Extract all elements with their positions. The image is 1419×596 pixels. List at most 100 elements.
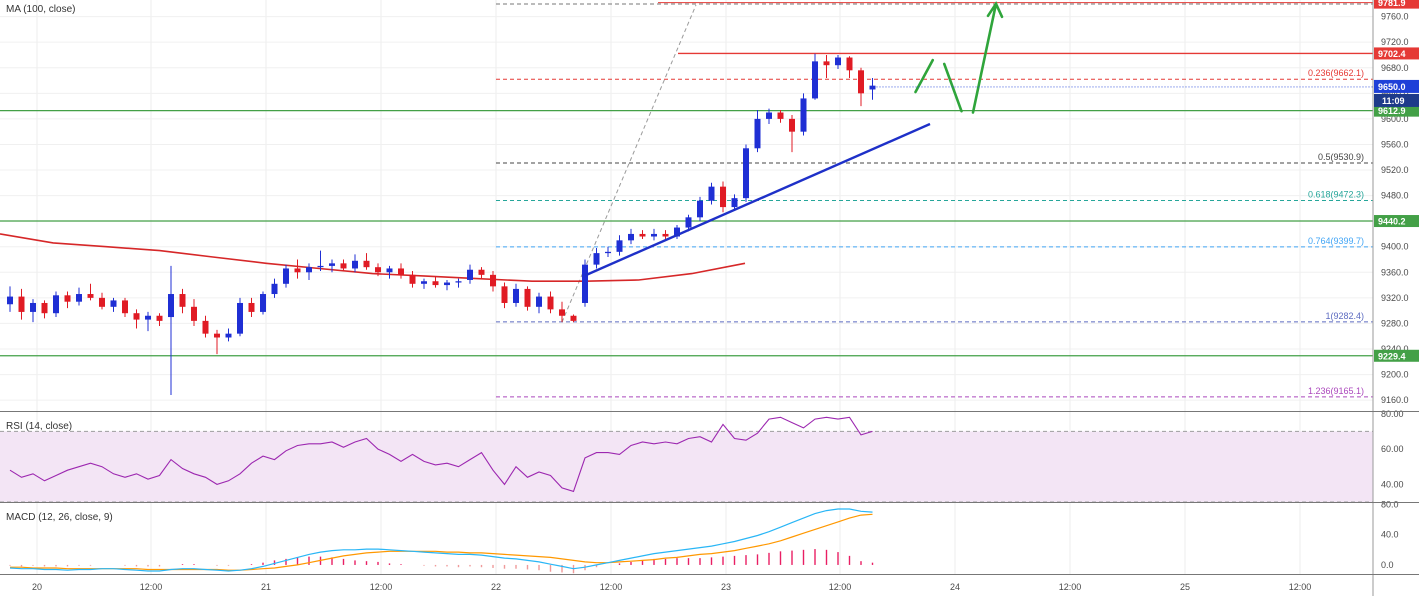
- candle[interactable]: [547, 291, 554, 314]
- candle[interactable]: [478, 267, 485, 279]
- candle-body: [662, 233, 669, 237]
- candle[interactable]: [191, 299, 197, 326]
- candle[interactable]: [386, 265, 393, 279]
- ma100-line[interactable]: [0, 233, 746, 282]
- candle[interactable]: [869, 77, 876, 100]
- candle[interactable]: [582, 259, 588, 307]
- rsi-line[interactable]: [9, 416, 873, 493]
- candle[interactable]: [271, 278, 278, 298]
- price-tick-label: 9760.0: [1381, 12, 1409, 22]
- candle[interactable]: [202, 315, 209, 338]
- candle[interactable]: [421, 278, 427, 289]
- candle[interactable]: [225, 328, 232, 342]
- candle[interactable]: [363, 253, 370, 270]
- candle[interactable]: [800, 93, 807, 136]
- candle[interactable]: [524, 286, 531, 311]
- candle[interactable]: [53, 291, 59, 318]
- price-tick-label: 9480.0: [1381, 191, 1409, 201]
- candle[interactable]: [41, 300, 48, 319]
- support-trendline[interactable]: [584, 122, 931, 277]
- macd-pane[interactable]: 80.0 40.0 0.0: [9, 500, 1399, 574]
- candle[interactable]: [835, 54, 841, 70]
- projection-leg-1[interactable]: [914, 58, 935, 94]
- candle[interactable]: [570, 314, 577, 323]
- rsi-pane[interactable]: 80.00 60.00 40.00: [0, 409, 1404, 503]
- time-tick-label: 12:00: [600, 582, 623, 592]
- macd-line[interactable]: [9, 508, 873, 572]
- candle[interactable]: [30, 299, 36, 323]
- candle[interactable]: [110, 297, 117, 312]
- candle[interactable]: [501, 282, 508, 309]
- candle[interactable]: [409, 271, 416, 288]
- candle[interactable]: [766, 108, 772, 125]
- candle[interactable]: [317, 250, 324, 272]
- candle[interactable]: [375, 263, 381, 277]
- candle[interactable]: [467, 264, 473, 284]
- candle[interactable]: [789, 115, 795, 153]
- candle[interactable]: [398, 263, 404, 279]
- candle[interactable]: [444, 279, 450, 291]
- candle[interactable]: [846, 56, 853, 78]
- candle[interactable]: [18, 288, 25, 320]
- candle[interactable]: [823, 54, 830, 78]
- candle[interactable]: [559, 301, 565, 323]
- candle[interactable]: [64, 291, 71, 309]
- candle-body: [271, 283, 278, 295]
- candle[interactable]: [455, 278, 462, 288]
- projection-leg-3[interactable]: [971, 2, 998, 114]
- candle[interactable]: [214, 329, 220, 355]
- candle[interactable]: [133, 309, 140, 329]
- candle[interactable]: [754, 109, 761, 153]
- candle[interactable]: [662, 230, 669, 240]
- price-tick-label: 9240.0: [1381, 344, 1409, 354]
- candle[interactable]: [743, 144, 749, 202]
- candle[interactable]: [156, 313, 163, 326]
- candle[interactable]: [7, 286, 13, 312]
- candle[interactable]: [306, 263, 312, 280]
- macd-signal-line[interactable]: [10, 513, 873, 571]
- candle[interactable]: [685, 214, 692, 232]
- candle[interactable]: [340, 259, 347, 272]
- projection-leg-2[interactable]: [942, 62, 963, 113]
- candle[interactable]: [639, 230, 646, 240]
- candle[interactable]: [708, 182, 715, 205]
- candle[interactable]: [697, 196, 703, 222]
- candle-body: [731, 198, 738, 208]
- candle[interactable]: [99, 292, 105, 310]
- candle[interactable]: [605, 246, 611, 257]
- candle[interactable]: [179, 288, 186, 314]
- candle[interactable]: [237, 297, 243, 337]
- price-pane[interactable]: 9760.0 9720.0 9680.0 9640.0 9600.0 9560.0 9520…: [0, 0, 1419, 574]
- candle[interactable]: [731, 194, 738, 211]
- candle[interactable]: [616, 235, 623, 256]
- candle[interactable]: [812, 53, 818, 100]
- candle[interactable]: [777, 109, 784, 123]
- candle[interactable]: [858, 67, 864, 107]
- candle[interactable]: [329, 259, 335, 273]
- candle[interactable]: [248, 297, 255, 318]
- candle[interactable]: [122, 297, 128, 318]
- candle-body: [363, 260, 370, 268]
- candle[interactable]: [87, 283, 94, 301]
- candle[interactable]: [432, 276, 439, 288]
- time-axis[interactable]: 20 12:00 21 12:00 22 12:00 23 12:00 24 12:00 25 12:…: [32, 582, 1311, 592]
- candle[interactable]: [76, 287, 82, 306]
- candle[interactable]: [651, 228, 657, 241]
- candle[interactable]: [628, 228, 634, 245]
- candle[interactable]: [720, 181, 726, 213]
- fib-label-0.764: 0.764(9399.7): [1308, 236, 1364, 246]
- candle[interactable]: [490, 271, 496, 292]
- candle[interactable]: [260, 291, 266, 315]
- candle[interactable]: [593, 248, 600, 269]
- candle[interactable]: [145, 311, 151, 332]
- candle-body: [846, 57, 853, 71]
- candle[interactable]: [283, 264, 289, 288]
- candle[interactable]: [513, 283, 519, 307]
- candle[interactable]: [536, 292, 542, 314]
- candle[interactable]: [352, 254, 358, 273]
- candle-body: [18, 296, 25, 312]
- candle[interactable]: [294, 259, 301, 279]
- candle[interactable]: [674, 224, 680, 240]
- candle[interactable]: [168, 265, 174, 396]
